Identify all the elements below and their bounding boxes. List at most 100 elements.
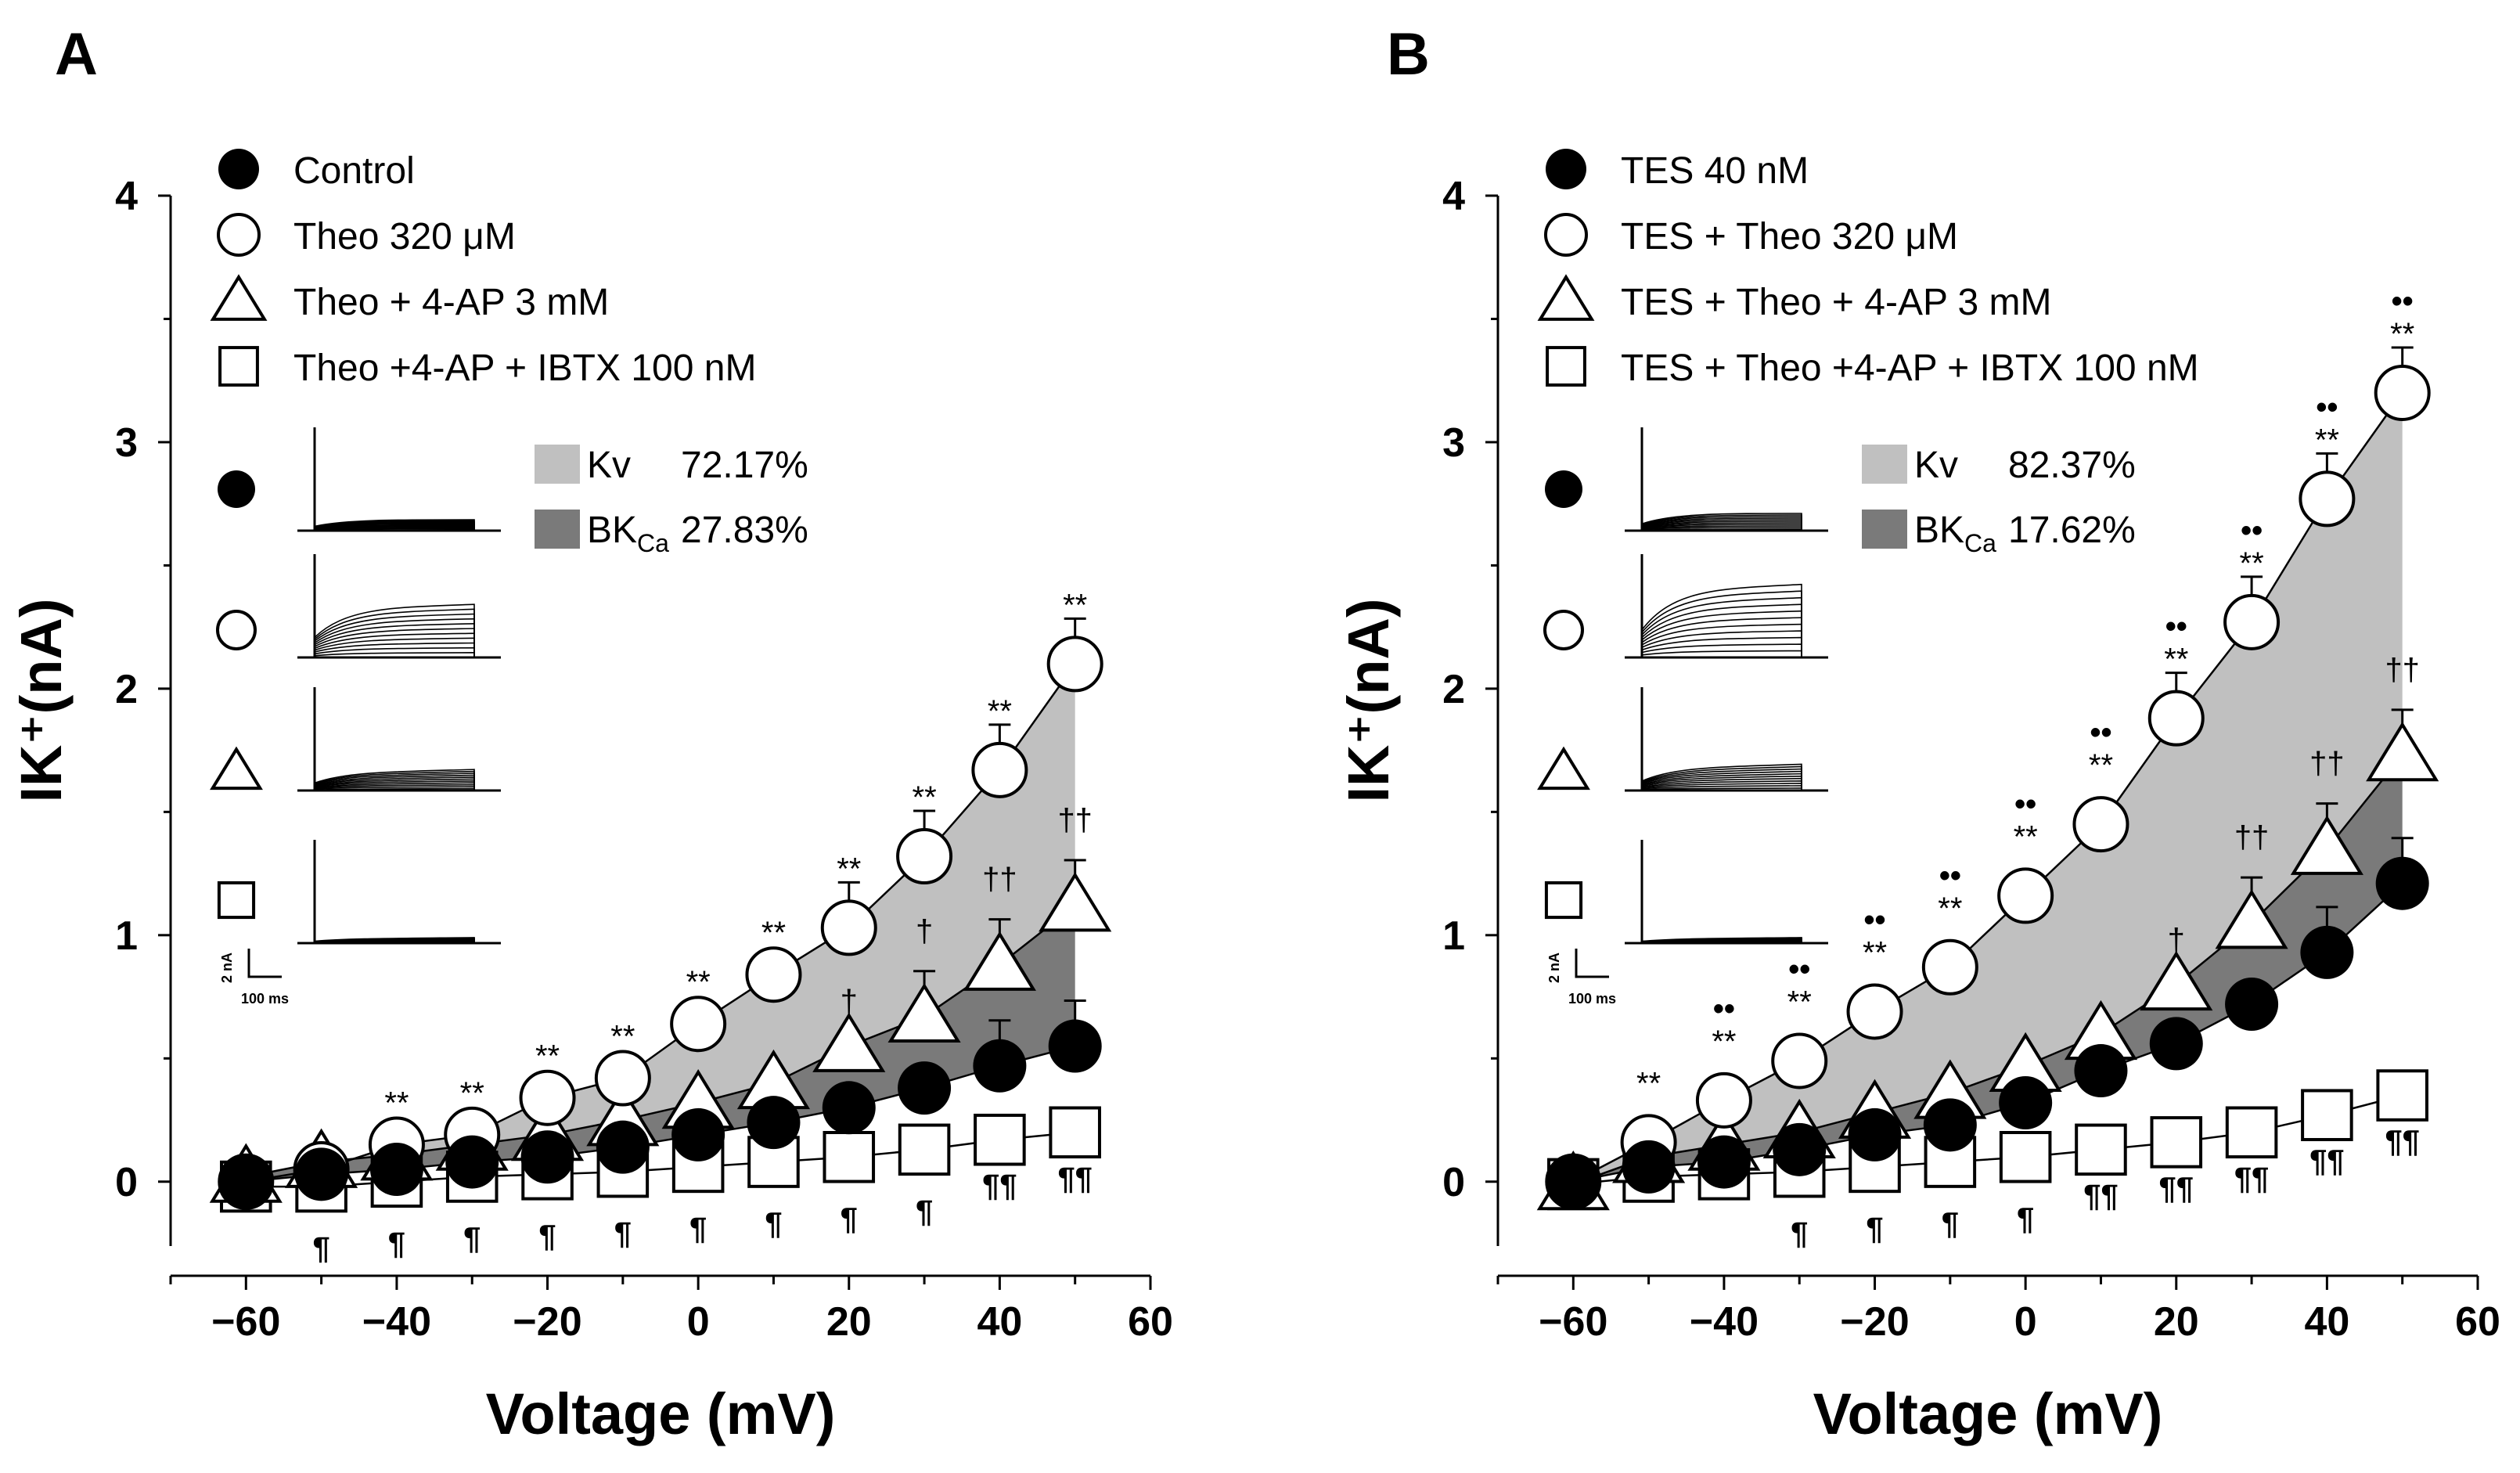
bkca-shaded-region (246, 906, 1075, 1182)
inset-current-trace (314, 787, 475, 791)
legend-label: TES + Theo +4-AP + IBTX 100 nM (1621, 348, 2199, 389)
x-tick-label: −20 (1840, 1299, 1909, 1345)
y-axis-title: IK⁺(nA) (1336, 599, 1401, 803)
x-axis-title: Voltage (mV) (486, 1381, 836, 1446)
significance-pilcrow: ¶¶ (1057, 1161, 1093, 1196)
data-point-open-triangle (2290, 815, 2363, 875)
significance-double-star: ** (761, 916, 786, 950)
data-point-filled-circle (1622, 1140, 1676, 1194)
significance-double-dot: •• (2014, 787, 2036, 821)
significance-double-dot: •• (1788, 952, 1810, 986)
legend-label: Control (293, 150, 415, 192)
inset-current-trace (1641, 590, 1802, 657)
data-point-open-circle (519, 1069, 576, 1126)
legend-label: Theo +4-AP + IBTX 100 nM (293, 348, 756, 389)
significance-double-star: ** (2240, 546, 2264, 581)
significance-pilcrow: ¶ (614, 1216, 632, 1251)
inset-current-trace (1641, 768, 1802, 791)
significance-pilcrow: ¶ (312, 1231, 329, 1266)
significance-double-star: ** (1938, 891, 1962, 926)
data-point-filled-circle (2225, 978, 2279, 1032)
y-tick-label: 4 (115, 174, 138, 219)
significance-double-star: ** (535, 1039, 560, 1074)
significance-pilcrow: ¶¶ (2159, 1171, 2194, 1205)
data-point-filled-circle (596, 1120, 650, 1174)
x-tick-label: 20 (2154, 1299, 2199, 1345)
data-point-open-square (2225, 1106, 2278, 1159)
inset-current-trace (314, 782, 475, 791)
y-tick-label: 1 (1442, 913, 1465, 959)
inset-current-trace (314, 774, 475, 791)
legend: Control Theo 320 μM Theo + 4-AP 3 mM Theo +… (210, 149, 756, 389)
significance-double-star: ** (1712, 1025, 1736, 1059)
data-point-filled-circle (671, 1107, 725, 1161)
data-point-filled-circle (445, 1135, 499, 1189)
data-point-open-triangle (963, 931, 1036, 991)
panel-A: A** ******************††††††¶ ¶ ¶ ¶ ¶ ¶ ¶ ¶ ¶¶¶ ¶¶… (9, 21, 1173, 1446)
significance-pilcrow: ¶ (463, 1221, 481, 1255)
data-point-open-square (2150, 1116, 2203, 1169)
inset-current-trace (314, 608, 475, 657)
kv-key-swatch (535, 445, 580, 484)
significance-double-star: ** (1787, 985, 1812, 1019)
significance-double-star: ** (2089, 748, 2113, 783)
kv-key-swatch (1862, 445, 1907, 484)
significance-double-dot: •• (1713, 992, 1735, 1026)
significance-pilcrow: ¶¶ (2309, 1144, 2345, 1179)
scale-time-label: 100 ms (1568, 991, 1616, 1007)
significance-dagger: †† (2234, 820, 2270, 855)
legend-marker-open-circle (1544, 213, 1588, 257)
significance-double-star: ** (2390, 317, 2414, 351)
data-point-open-circle (1695, 1071, 1752, 1129)
data-point-open-square (1049, 1106, 1101, 1159)
significance-double-star: ** (837, 852, 861, 886)
inset-marker-open-circle (1543, 610, 1584, 650)
inset-current-trace (1641, 610, 1802, 657)
inset-current-trace (1641, 603, 1802, 657)
y-tick-label: 1 (115, 913, 138, 959)
inset-current-trace (314, 637, 475, 657)
data-point-open-circle (1997, 867, 2054, 924)
inset-current-trace (1641, 650, 1802, 657)
x-axis-title: Voltage (mV) (1813, 1381, 2163, 1446)
inset-current-trace (1641, 775, 1802, 791)
x-tick-label: 40 (2304, 1299, 2349, 1345)
data-point-open-square (823, 1130, 876, 1183)
inset-current-trace (314, 769, 475, 791)
significance-dagger: † (916, 914, 933, 949)
bkca-key-label: BKCa (587, 510, 669, 557)
inset-current-trace (1641, 783, 1802, 791)
kv-key-label: Kv (1914, 445, 1958, 486)
inset-current-trace (314, 628, 475, 657)
data-point-open-circle (2072, 796, 2129, 853)
inset-traces: 2 nA 100 ms (210, 427, 501, 1007)
data-point-filled-circle (1546, 1154, 1600, 1208)
inset-current-trace (314, 618, 475, 657)
significance-double-star: ** (686, 965, 711, 999)
x-tick-label: 60 (2455, 1299, 2500, 1345)
bkca-key-percent: 27.83% (681, 510, 808, 551)
y-tick-label: 3 (1442, 420, 1465, 466)
inset-current-trace (1641, 514, 1802, 531)
significance-dagger: †† (1057, 803, 1093, 837)
data-point-open-circle (1921, 938, 1978, 996)
inset-marker-open-triangle (210, 746, 263, 791)
inset-current-trace (1641, 773, 1802, 791)
significance-double-star: ** (384, 1086, 409, 1121)
inset-current-trace (314, 519, 475, 531)
inset-current-trace (314, 623, 475, 657)
inset-current-trace (1641, 596, 1802, 657)
scale-current-label: 2 nA (1546, 953, 1562, 983)
significance-double-dot: •• (2090, 715, 2111, 750)
inset-current-trace (1641, 617, 1802, 657)
data-point-open-square (974, 1113, 1026, 1166)
legend-label: Theo + 4-AP 3 mM (293, 282, 609, 323)
kv-shaded-region (1573, 392, 2403, 1184)
significance-double-star: ** (2315, 423, 2339, 457)
inset-current-trace (314, 632, 475, 657)
inset-current-trace (1641, 937, 1802, 943)
inset-current-trace (314, 786, 475, 791)
significance-double-star: ** (2164, 643, 2188, 677)
significance-pilcrow: ¶ (538, 1219, 556, 1253)
